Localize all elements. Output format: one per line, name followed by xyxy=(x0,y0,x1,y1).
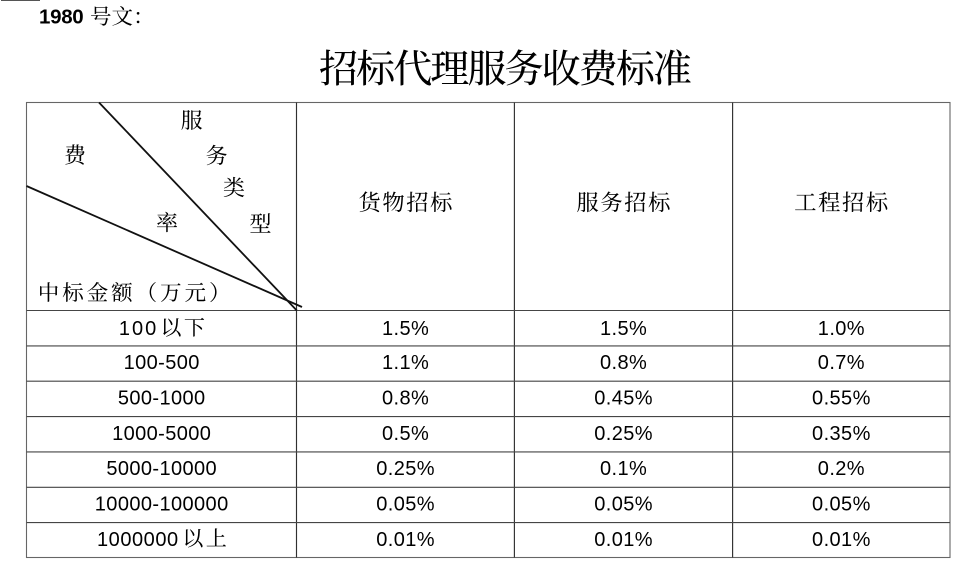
svg-text:0.35%: 0.35% xyxy=(812,423,871,445)
svg-text:1000-5000: 1000-5000 xyxy=(112,423,211,445)
svg-text:0.05%: 0.05% xyxy=(812,494,871,516)
svg-text:0.05%: 0.05% xyxy=(594,494,653,516)
svg-text:0.8%: 0.8% xyxy=(600,352,647,374)
svg-text:100-500: 100-500 xyxy=(124,352,200,374)
svg-text:0.01%: 0.01% xyxy=(376,529,435,551)
svg-text:1.0%: 1.0% xyxy=(818,318,865,340)
svg-text:0.1%: 0.1% xyxy=(600,458,647,480)
svg-text:0.55%: 0.55% xyxy=(812,387,871,409)
svg-text:0.25%: 0.25% xyxy=(594,423,653,445)
svg-text:0.01%: 0.01% xyxy=(594,529,653,551)
svg-text:0.5%: 0.5% xyxy=(382,423,429,445)
svg-text:0.8%: 0.8% xyxy=(382,387,429,409)
svg-text:1000000: 1000000 xyxy=(97,529,179,551)
svg-text:0.45%: 0.45% xyxy=(594,387,653,409)
svg-text:1.5%: 1.5% xyxy=(382,318,429,340)
svg-text:10000-100000: 10000-100000 xyxy=(95,494,229,516)
svg-text:0.2%: 0.2% xyxy=(818,458,865,480)
svg-text:1980: 1980 xyxy=(39,6,83,29)
svg-text:500-1000: 500-1000 xyxy=(118,387,206,409)
svg-text:0.01%: 0.01% xyxy=(812,529,871,551)
svg-text:1.5%: 1.5% xyxy=(600,318,647,340)
svg-text:0.05%: 0.05% xyxy=(376,494,435,516)
svg-text:100: 100 xyxy=(119,318,158,340)
svg-text:0.25%: 0.25% xyxy=(376,458,435,480)
svg-text:5000-10000: 5000-10000 xyxy=(106,458,217,480)
svg-text:1.1%: 1.1% xyxy=(382,352,429,374)
svg-text:0.7%: 0.7% xyxy=(818,352,865,374)
